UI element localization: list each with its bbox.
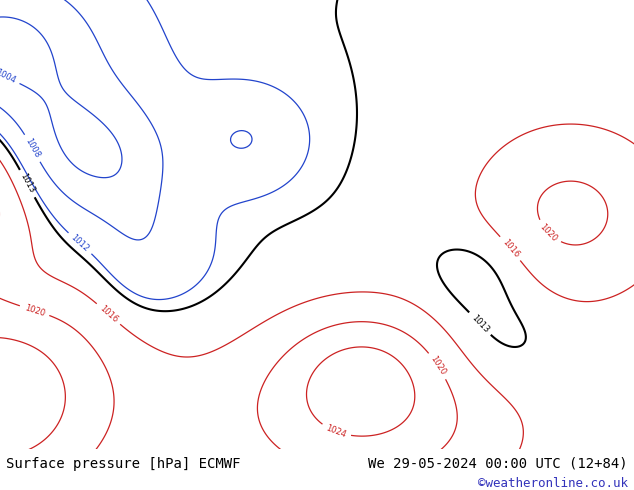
Text: 1020: 1020 [23, 303, 46, 318]
Text: Surface pressure [hPa] ECMWF: Surface pressure [hPa] ECMWF [6, 457, 241, 470]
Text: 1013: 1013 [18, 172, 36, 195]
Text: 1016: 1016 [188, 467, 211, 482]
Text: 1024: 1024 [325, 423, 347, 440]
Text: 1013: 1013 [469, 313, 491, 334]
Text: 1016: 1016 [98, 304, 119, 324]
Text: 1008: 1008 [23, 137, 42, 160]
Text: 1016: 1016 [500, 238, 521, 259]
Text: ©weatheronline.co.uk: ©weatheronline.co.uk [477, 477, 628, 490]
Text: We 29-05-2024 00:00 UTC (12+84): We 29-05-2024 00:00 UTC (12+84) [368, 457, 628, 470]
Text: 1012: 1012 [69, 233, 91, 254]
Text: 1004: 1004 [0, 68, 17, 85]
Text: 1020: 1020 [429, 355, 447, 377]
Text: 1020: 1020 [538, 222, 559, 243]
